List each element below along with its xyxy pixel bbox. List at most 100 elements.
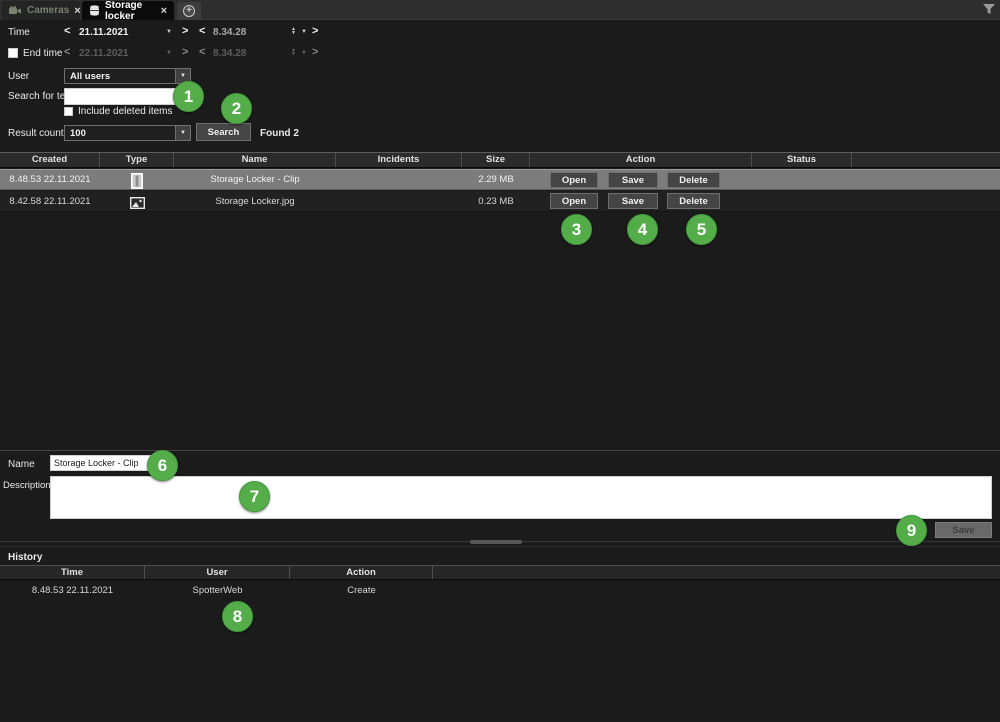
search-text-input[interactable]	[64, 88, 179, 105]
prev-day-button-end[interactable]: <	[64, 46, 71, 58]
date-caret-down-icon-end[interactable]: ▼	[166, 50, 172, 56]
annotation-badge-1: 1	[173, 81, 204, 112]
open-button[interactable]: Open	[550, 172, 598, 188]
col-created: Created	[0, 153, 100, 167]
history-row[interactable]: 8.48.53 22.11.2021 SpotterWeb Create	[0, 581, 1000, 599]
section-divider	[0, 450, 1000, 451]
delete-button[interactable]: Delete	[667, 172, 720, 188]
spin-down-icon: ▼	[291, 51, 296, 57]
splitter-line	[0, 546, 1000, 547]
cell-name: Storage Locker - Clip	[210, 174, 300, 185]
tab-cameras[interactable]: Cameras ×	[2, 1, 81, 20]
name-label: Name	[8, 459, 35, 470]
annotation-badge-2: 2	[221, 93, 252, 124]
open-button[interactable]: Open	[550, 193, 598, 209]
funnel-icon[interactable]	[983, 4, 995, 15]
result-count-label: Result count	[8, 128, 64, 139]
next-time-button[interactable]: >	[312, 25, 319, 37]
tab-bar: Cameras × Storage locker × +	[0, 0, 1000, 22]
end-time-spinner[interactable]: ▲ ▼	[290, 47, 297, 57]
cell-size: 2.29 MB	[478, 174, 514, 185]
camera-icon	[9, 6, 22, 15]
col-type: Type	[100, 153, 174, 167]
col-empty	[433, 566, 1000, 579]
include-deleted-checkbox[interactable]	[64, 107, 73, 116]
splitter-handle[interactable]	[470, 540, 522, 544]
date-caret-down-icon[interactable]: ▼	[166, 29, 172, 35]
item-name-input[interactable]	[50, 455, 157, 471]
annotation-badge-3: 3	[561, 214, 592, 245]
description-label: Description	[3, 480, 51, 491]
col-size: Size	[462, 153, 530, 167]
end-time-label: End time	[23, 48, 63, 59]
start-date-value[interactable]: 21.11.2021	[79, 27, 129, 38]
spin-up-icon: ▲	[291, 26, 296, 32]
cell-user: SpotterWeb	[192, 584, 243, 596]
col-action: Action	[530, 153, 752, 167]
cell-name: Storage Locker.jpg	[215, 195, 295, 207]
cell-created: 8.42.58 22.11.2021	[9, 195, 91, 207]
table-row[interactable]: 8.42.58 22.11.2021 Storage Locker.jpg 0.…	[0, 191, 1000, 212]
cell-size: 0.23 MB	[478, 195, 514, 207]
col-status: Status	[752, 153, 852, 167]
save-button[interactable]: Save	[608, 172, 658, 188]
delete-button[interactable]: Delete	[667, 193, 720, 209]
new-tab-button[interactable]: +	[177, 2, 201, 20]
include-deleted-label: Include deleted items	[78, 106, 173, 117]
next-time-button-end[interactable]: >	[312, 46, 319, 58]
prev-time-button[interactable]: <	[199, 25, 206, 37]
tab-storage-locker[interactable]: Storage locker ×	[82, 0, 174, 22]
description-textarea[interactable]	[50, 476, 992, 519]
spin-up-icon: ▲	[291, 47, 296, 53]
user-label: User	[8, 71, 30, 82]
prev-time-button-end[interactable]: <	[199, 46, 206, 58]
chevron-down-icon[interactable]: ▼	[175, 69, 190, 83]
user-select[interactable]: All users ▼	[64, 68, 191, 84]
time-spinner[interactable]: ▲ ▼	[290, 26, 297, 36]
col-user: User	[145, 566, 290, 579]
prev-day-button[interactable]: <	[64, 25, 71, 37]
search-button[interactable]: Search	[196, 123, 251, 141]
annotation-badge-6: 6	[147, 450, 178, 481]
annotation-badge-9: 9	[896, 515, 927, 546]
plus-circle-icon: +	[183, 5, 195, 17]
result-count-value: 100	[70, 127, 86, 139]
found-count-text: Found 2	[260, 128, 299, 139]
next-day-button-end[interactable]: >	[182, 46, 189, 58]
time-label: Time	[8, 27, 30, 38]
end-time-value[interactable]: 8.34.28	[213, 48, 247, 59]
clip-icon	[100, 171, 174, 189]
spin-down-icon: ▼	[291, 30, 296, 36]
image-icon	[100, 194, 174, 209]
annotation-badge-7: 7	[239, 481, 270, 512]
time-caret-down-icon[interactable]: ▼	[301, 29, 307, 35]
close-icon[interactable]: ×	[160, 4, 167, 17]
end-date-value[interactable]: 22.11.2021	[79, 48, 129, 59]
annotation-badge-8: 8	[222, 601, 253, 632]
col-action: Action	[290, 566, 433, 579]
next-day-button[interactable]: >	[182, 25, 189, 37]
chevron-down-icon[interactable]: ▼	[175, 126, 190, 140]
database-icon	[89, 5, 100, 16]
history-table-header: Time User Action	[0, 565, 1000, 580]
user-select-value: All users	[70, 70, 111, 82]
save-detail-button[interactable]: Save	[935, 522, 992, 538]
start-time-value[interactable]: 8.34.28	[213, 27, 247, 38]
save-button[interactable]: Save	[608, 193, 658, 209]
time-caret-down-icon-end[interactable]: ▼	[301, 50, 307, 56]
col-time: Time	[0, 566, 145, 579]
tab-label: Cameras	[27, 5, 70, 16]
annotation-badge-4: 4	[627, 214, 658, 245]
end-time-checkbox[interactable]	[8, 48, 18, 58]
cell-created: 8.48.53 22.11.2021	[9, 174, 91, 185]
close-icon[interactable]: ×	[74, 4, 81, 17]
col-empty	[852, 153, 1000, 167]
cell-time: 8.48.53 22.11.2021	[31, 584, 114, 596]
col-name: Name	[174, 153, 336, 167]
annotation-badge-5: 5	[686, 214, 717, 245]
col-incidents: Incidents	[336, 153, 462, 167]
result-count-select[interactable]: 100 ▼	[64, 125, 191, 141]
table-row[interactable]: 8.48.53 22.11.2021 Storage Locker - Clip…	[0, 169, 1000, 190]
tab-label: Storage locker	[105, 0, 143, 22]
